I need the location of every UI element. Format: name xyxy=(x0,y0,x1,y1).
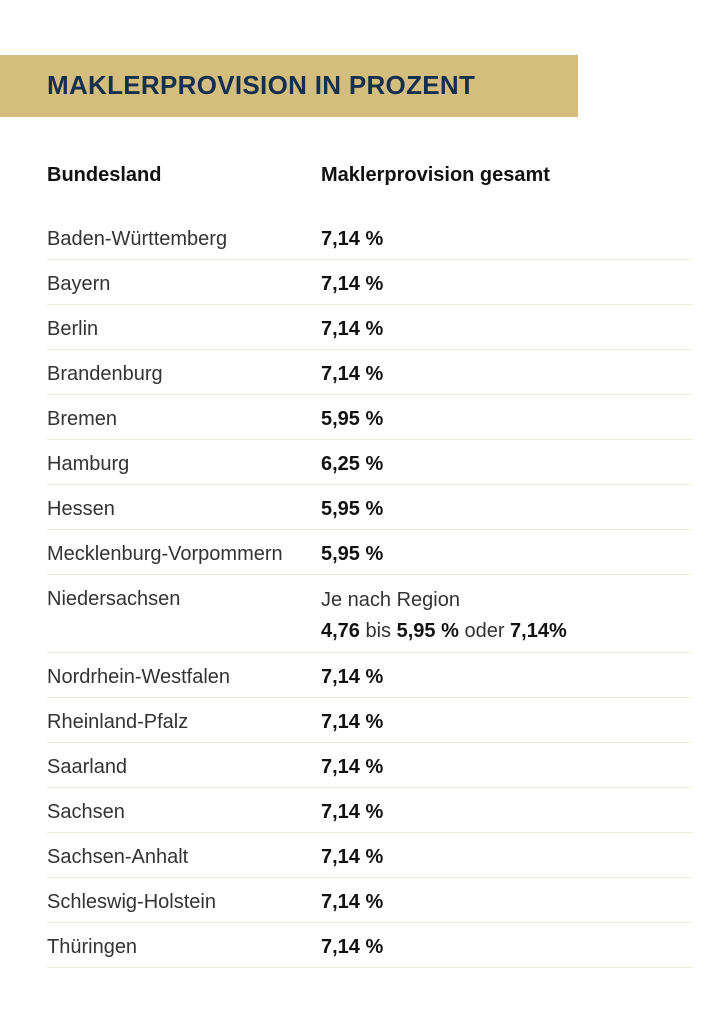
table-row: Hamburg 6,25 % xyxy=(47,440,692,485)
table-row: Saarland 7,14 % xyxy=(47,743,692,788)
value-mid: 5,95 % xyxy=(396,620,459,642)
state-name: Sachsen xyxy=(47,801,125,823)
state-name: Brandenburg xyxy=(47,363,163,385)
table-row: Bayern 7,14 % xyxy=(47,260,692,305)
commission-value: 5,95 % xyxy=(321,498,384,520)
commission-value: 7,14 % xyxy=(321,273,384,295)
title-banner: MAKLERPROVISION IN PROZENT xyxy=(0,55,578,117)
commission-value: 7,14 % xyxy=(321,801,384,823)
state-name: Hamburg xyxy=(47,453,130,475)
table-row: Mecklenburg-Vorpommern 5,95 % xyxy=(47,530,692,575)
table-row: Brandenburg 7,14 % xyxy=(47,350,692,395)
commission-value: 7,14 % xyxy=(321,711,384,733)
table-row: Schleswig-Holstein 7,14 % xyxy=(47,878,692,923)
state-name: Sachsen-Anhalt xyxy=(47,846,189,868)
commission-value: 7,14 % xyxy=(321,756,384,778)
table-row: Berlin 7,14 % xyxy=(47,305,692,350)
state-name: Baden-Württemberg xyxy=(47,228,228,250)
state-name: Bayern xyxy=(47,273,111,295)
region-note: Je nach Region xyxy=(321,589,460,611)
table-row-niedersachsen: Niedersachsen Je nach Region 4,76 bis 5,9… xyxy=(47,575,692,653)
commission-value: 7,14 % xyxy=(321,666,384,688)
page-title: MAKLERPROVISION IN PROZENT xyxy=(47,70,476,100)
table-row: Bremen 5,95 % xyxy=(47,395,692,440)
column-header-state: Bundesland xyxy=(47,164,162,186)
state-name: Bremen xyxy=(47,408,118,430)
state-name: Hessen xyxy=(47,498,115,520)
commission-value: 6,25 % xyxy=(321,453,384,475)
value-high: 7,14% xyxy=(510,620,567,642)
table-row: Hessen 5,95 % xyxy=(47,485,692,530)
state-name: Nordrhein-Westfalen xyxy=(47,666,231,688)
commission-value-range: Je nach Region 4,76 bis 5,95 % oder 7,14% xyxy=(321,585,567,647)
column-header-value: Maklerprovision gesamt xyxy=(321,164,550,186)
table-row: Rheinland-Pfalz 7,14 % xyxy=(47,698,692,743)
state-name: Rheinland-Pfalz xyxy=(47,711,189,733)
commission-value: 7,14 % xyxy=(321,846,384,868)
table-row: Nordrhein-Westfalen 7,14 % xyxy=(47,653,692,698)
table-row: Sachsen-Anhalt 7,14 % xyxy=(47,833,692,878)
text-bis: bis xyxy=(359,620,397,642)
state-name: Saarland xyxy=(47,756,128,778)
commission-value: 7,14 % xyxy=(321,228,384,250)
commission-value: 7,14 % xyxy=(321,363,384,385)
commission-value: 7,14 % xyxy=(321,936,384,958)
table-row: Sachsen 7,14 % xyxy=(47,788,692,833)
table-row: Baden-Württemberg 7,14 % xyxy=(47,215,692,260)
table-row: Thüringen 7,14 % xyxy=(47,923,692,968)
commission-value: 7,14 % xyxy=(321,318,384,340)
commission-value: 5,95 % xyxy=(321,543,384,565)
state-name: Thüringen xyxy=(47,936,138,958)
state-name: Schleswig-Holstein xyxy=(47,891,216,913)
state-name: Mecklenburg-Vorpommern xyxy=(47,543,283,565)
state-name: Niedersachsen xyxy=(47,588,181,610)
state-name: Berlin xyxy=(47,318,99,340)
commission-value: 7,14 % xyxy=(321,891,384,913)
commission-table: Baden-Württemberg 7,14 % Bayern 7,14 % Berli… xyxy=(47,215,692,968)
text-oder: oder xyxy=(458,620,511,642)
commission-value: 5,95 % xyxy=(321,408,384,430)
value-low: 4,76 xyxy=(321,620,360,642)
